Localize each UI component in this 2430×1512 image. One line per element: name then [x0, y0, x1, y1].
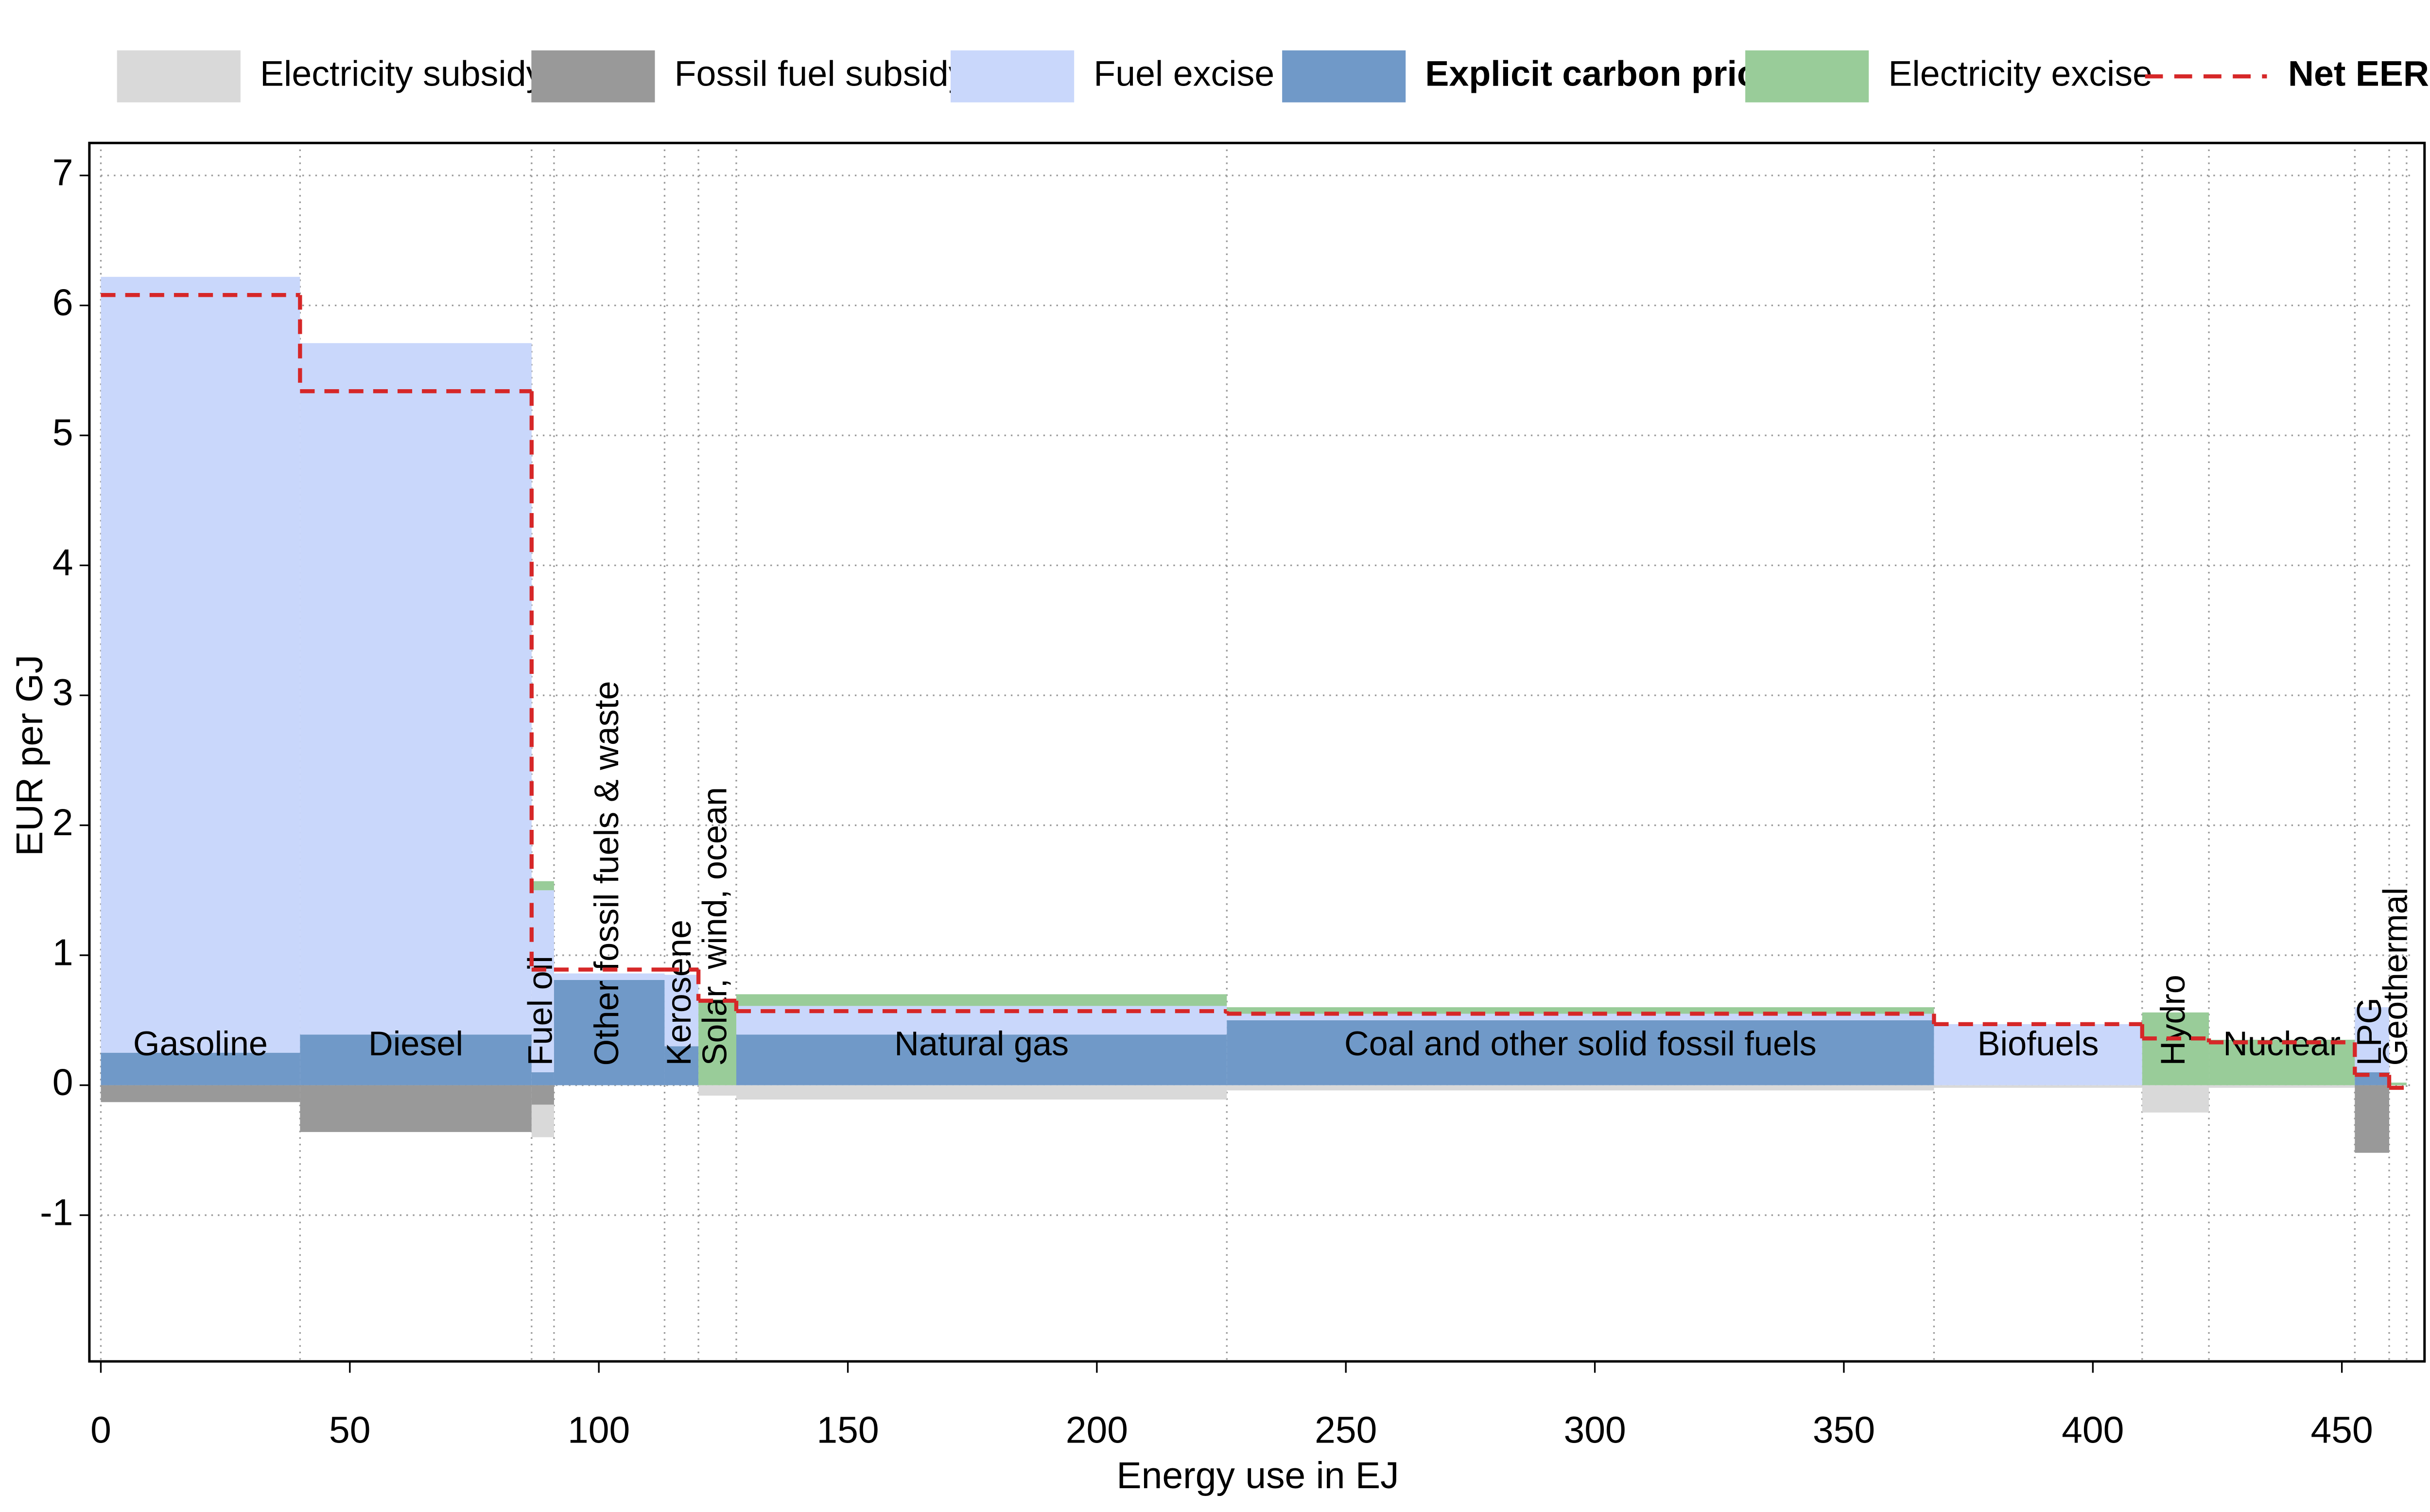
x-tick-label: 0: [90, 1409, 111, 1451]
legend-label: Electricity subsidy: [260, 53, 544, 94]
bar-segment: [554, 979, 665, 1085]
legend-label: Explicit carbon price: [1425, 53, 1776, 94]
legend-swatch: [951, 50, 1075, 103]
legend-label: Net EER: [2288, 53, 2429, 94]
bar-segment: [1227, 1085, 1934, 1091]
bar-segment: [2355, 1085, 2390, 1153]
bar-segment: [736, 1034, 1227, 1085]
x-tick-label: 100: [568, 1409, 630, 1451]
legend-swatch: [117, 50, 241, 103]
category-label: Solar, wind, ocean: [695, 787, 734, 1066]
x-tick-label: 400: [2062, 1409, 2124, 1451]
bar-segment: [531, 1072, 554, 1085]
category-label: Coal and other solid fossil fuels: [1344, 1024, 1817, 1063]
bar-segment: [300, 343, 532, 1035]
y-tick-label: -1: [40, 1191, 73, 1233]
x-tick-label: 50: [329, 1409, 371, 1451]
bar-segment: [2209, 1039, 2355, 1085]
x-axis-label: Energy use in EJ: [1116, 1455, 1399, 1496]
category-label: Biofuels: [1978, 1024, 2099, 1063]
bar-segment: [300, 1085, 532, 1132]
bar-segment: [698, 1085, 736, 1096]
x-tick-label: 450: [2311, 1409, 2373, 1451]
bar-segment: [2389, 1082, 2407, 1085]
category-label: Geothermal: [2376, 888, 2414, 1066]
y-tick-label: 6: [52, 282, 73, 324]
bar-segment: [1934, 1085, 2142, 1088]
y-tick-label: 4: [52, 542, 73, 584]
legend-label: Fossil fuel subsidy: [675, 53, 967, 94]
legend-swatch: [1282, 50, 1406, 103]
x-tick-label: 300: [1563, 1409, 1626, 1451]
bar-segment: [554, 973, 665, 980]
bar-segment: [2355, 1007, 2390, 1072]
bar-segment: [2209, 1085, 2355, 1088]
bar-segment: [1934, 1024, 2142, 1085]
bar-segment: [2142, 1012, 2209, 1085]
bar-segment: [531, 1104, 554, 1137]
plot-area: Gasoline Diesel Fuel oil Other fossil fuels…: [100, 149, 2414, 1362]
bar-segment: [698, 999, 736, 1085]
bar-segment: [664, 975, 699, 1047]
bar-segment: [300, 1034, 532, 1085]
bar-segment: [736, 994, 1227, 1006]
plot-frame: [88, 141, 2426, 1363]
y-tick-label: 3: [52, 671, 73, 713]
x-tick-label: 200: [1066, 1409, 1128, 1451]
bar-segment: [736, 1085, 1227, 1100]
legend-swatch: [1745, 50, 1869, 103]
bar-segment: [101, 1052, 300, 1085]
bar-segment: [101, 276, 300, 1053]
y-tick-label: 1: [52, 931, 73, 973]
bar-segment: [1227, 1020, 1934, 1085]
bar-segment: [2142, 1085, 2209, 1113]
y-tick-label: 0: [52, 1062, 73, 1103]
legend-label: Electricity excise: [1888, 53, 2152, 94]
category-label: Natural gas: [894, 1024, 1069, 1063]
x-tick-label: 350: [1813, 1409, 1875, 1451]
bar-segment: [101, 1085, 300, 1102]
category-label: Diesel: [368, 1024, 463, 1063]
legend-label: Fuel excise: [1094, 53, 1274, 94]
y-tick-label: 2: [52, 802, 73, 843]
category-label: Fuel oil: [521, 956, 559, 1065]
x-tick-label: 250: [1315, 1409, 1377, 1451]
bar-segment: [664, 1046, 699, 1085]
category-label: Kerosene: [660, 920, 698, 1066]
category-label: Gasoline: [133, 1024, 268, 1063]
y-tick-label: 5: [52, 412, 73, 453]
category-label: Hydro: [2153, 975, 2192, 1065]
bar-segment: [531, 890, 554, 1072]
legend-swatch: [531, 50, 655, 103]
x-tick-label: 150: [816, 1409, 879, 1451]
category-label: Other fossil fuels & waste: [587, 681, 625, 1065]
bar-segment: [531, 881, 554, 891]
y-tick-label: 7: [52, 152, 73, 193]
y-axis-label: EUR per GJ: [9, 655, 51, 856]
bar-segment: [531, 1085, 554, 1105]
